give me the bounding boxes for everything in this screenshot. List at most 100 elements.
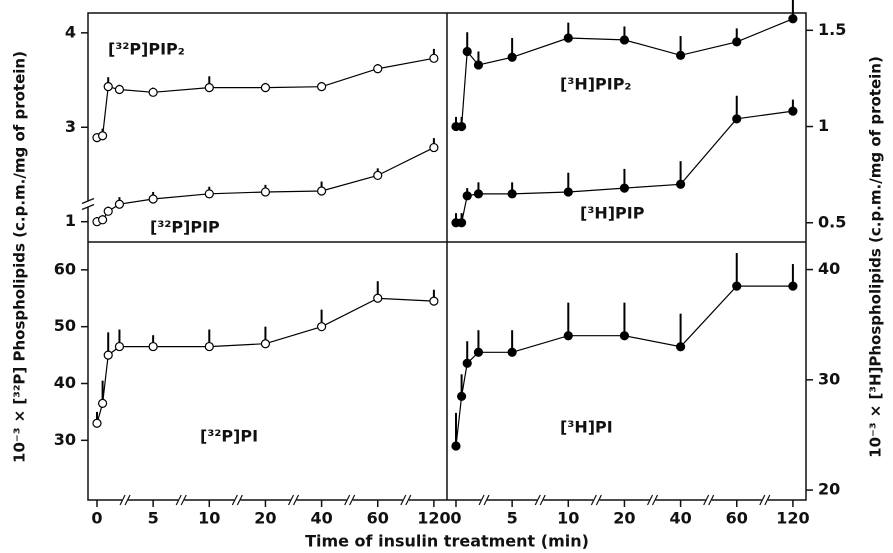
axis-break bbox=[703, 494, 715, 506]
data-point bbox=[92, 418, 102, 428]
data-point bbox=[563, 187, 573, 197]
x-tick-label: 60 bbox=[367, 509, 389, 528]
data-point bbox=[316, 322, 327, 332]
axis-break bbox=[175, 494, 187, 506]
y-tick-label: 1 bbox=[818, 116, 829, 135]
data-point bbox=[675, 179, 686, 189]
data-line bbox=[96, 147, 435, 223]
data-point bbox=[316, 186, 327, 196]
data-point bbox=[148, 194, 158, 204]
axis-break bbox=[649, 496, 656, 504]
data-point bbox=[114, 341, 125, 352]
data-point bbox=[619, 183, 630, 193]
data-point bbox=[373, 64, 383, 74]
series-label: [³²P]PIP bbox=[150, 218, 220, 237]
data-point bbox=[619, 331, 630, 341]
axis-break bbox=[478, 494, 490, 506]
x-tick-label: 20 bbox=[613, 509, 635, 528]
data-point bbox=[260, 83, 271, 93]
data-point bbox=[563, 33, 573, 43]
data-point bbox=[103, 82, 113, 92]
data-point bbox=[456, 121, 467, 132]
data-point bbox=[103, 206, 113, 216]
data-point bbox=[97, 131, 108, 141]
y-axis-label-left: 10⁻³ × [³²P] Phospholipids (c.p.m./mg of… bbox=[11, 51, 29, 463]
x-tick-label: 10 bbox=[198, 509, 220, 528]
data-point bbox=[204, 189, 214, 199]
data-point bbox=[732, 37, 742, 47]
data-point bbox=[462, 358, 472, 368]
y-tick-label: 40 bbox=[54, 373, 76, 392]
data-line bbox=[456, 18, 794, 128]
data-point bbox=[103, 350, 113, 360]
axis-break bbox=[761, 496, 768, 504]
y-tick-label: 4 bbox=[65, 22, 76, 41]
data-point bbox=[114, 199, 125, 209]
data-point bbox=[473, 347, 484, 357]
axis-break bbox=[534, 494, 546, 506]
axis-break bbox=[759, 494, 771, 506]
data-line bbox=[96, 57, 435, 139]
data-point bbox=[260, 339, 271, 349]
axis-break bbox=[122, 496, 129, 504]
data-point bbox=[97, 215, 108, 225]
axis-break bbox=[646, 494, 659, 506]
x-tick-label: 10 bbox=[557, 509, 579, 528]
data-point bbox=[732, 281, 742, 291]
data-point bbox=[204, 83, 214, 93]
y-tick-label: 30 bbox=[818, 369, 840, 388]
axis-break bbox=[287, 494, 300, 506]
data-point bbox=[462, 46, 472, 57]
data-point bbox=[675, 50, 686, 60]
data-point bbox=[473, 60, 484, 70]
data-point bbox=[507, 52, 517, 62]
x-tick-label: 120 bbox=[417, 509, 450, 528]
data-point bbox=[473, 189, 484, 199]
y-tick-label: 60 bbox=[54, 259, 76, 278]
axis-break bbox=[344, 494, 356, 506]
x-axis-label: Time of insulin treatment (min) bbox=[305, 532, 589, 551]
data-point bbox=[675, 342, 686, 352]
data-point bbox=[563, 331, 573, 341]
axis-break bbox=[346, 496, 353, 504]
y-tick-label: 3 bbox=[65, 117, 76, 136]
x-tick-label: 60 bbox=[726, 509, 748, 528]
x-tick-label: 40 bbox=[310, 509, 332, 528]
x-tick-label: 5 bbox=[507, 509, 518, 528]
data-line bbox=[456, 110, 793, 224]
y-tick-label: 1.5 bbox=[818, 20, 846, 39]
series-label: [³²P]PIP₂ bbox=[108, 40, 185, 59]
data-point bbox=[507, 347, 517, 357]
x-tick-label: 0 bbox=[450, 509, 461, 528]
data-point bbox=[429, 296, 439, 306]
axis-break bbox=[83, 201, 93, 208]
x-tick-label: 40 bbox=[669, 509, 691, 528]
axis-break bbox=[234, 496, 241, 504]
series-label: [³H]PI bbox=[560, 418, 613, 437]
data-point bbox=[788, 106, 798, 116]
axis-break bbox=[537, 496, 544, 504]
data-point bbox=[114, 84, 125, 95]
y-tick-label: 0.5 bbox=[818, 212, 846, 231]
data-point bbox=[97, 398, 108, 408]
y-tick-label: 40 bbox=[818, 259, 840, 278]
y-tick-label: 1 bbox=[65, 211, 76, 230]
axis-break bbox=[178, 496, 185, 504]
data-line bbox=[96, 297, 434, 424]
data-point bbox=[788, 281, 798, 291]
y-tick-label: 50 bbox=[54, 316, 76, 335]
x-tick-label: 120 bbox=[776, 509, 809, 528]
y-axis-label-right: 10⁻³ × [³H]Phospholipids (c.p.m./mg of p… bbox=[867, 56, 885, 458]
axis-break bbox=[81, 197, 95, 211]
axis-break bbox=[481, 496, 488, 504]
data-point bbox=[788, 14, 798, 24]
data-point bbox=[462, 191, 472, 201]
y-tick-label: 20 bbox=[818, 480, 840, 499]
x-tick-label: 0 bbox=[91, 509, 102, 528]
x-tick-label: 5 bbox=[148, 509, 159, 528]
axis-break bbox=[590, 494, 602, 506]
data-point bbox=[507, 189, 517, 199]
axis-break bbox=[400, 494, 412, 506]
series-label: [³²P]PI bbox=[200, 427, 258, 446]
